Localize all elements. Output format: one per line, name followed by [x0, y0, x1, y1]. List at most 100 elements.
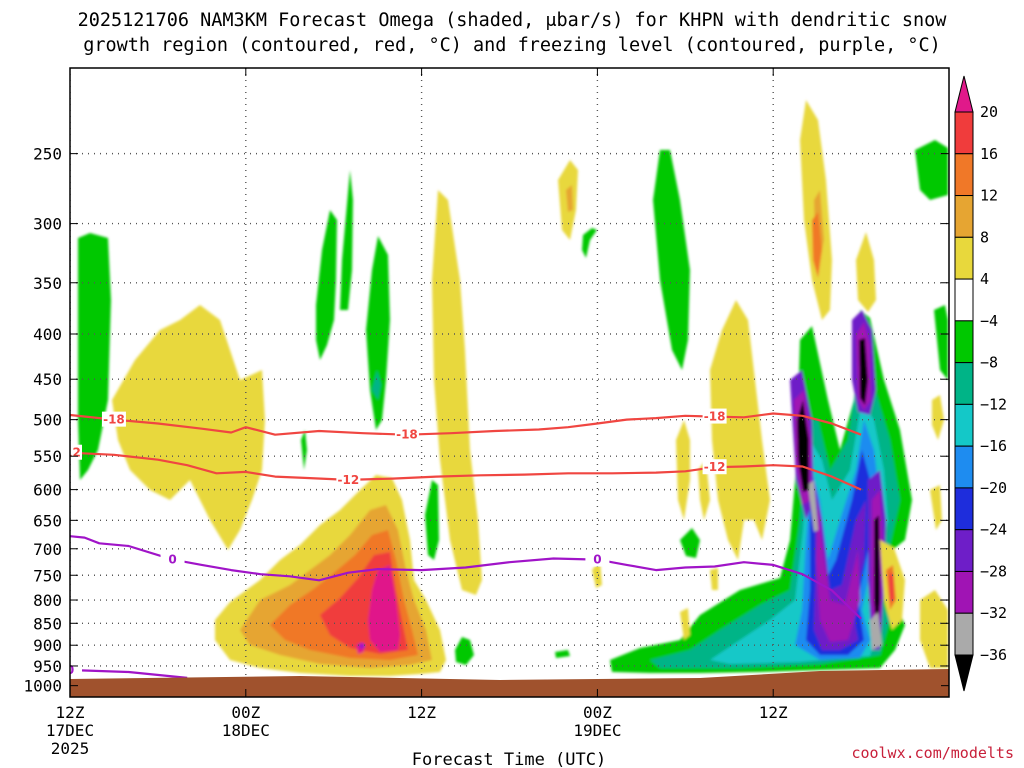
contour-label: -18 [103, 413, 125, 427]
omega-region [698, 460, 710, 520]
omega-region [566, 185, 573, 212]
contour-label: 0 [593, 553, 601, 567]
y-tick-label: 350 [33, 274, 62, 293]
colorbar-swatch [954, 195, 974, 238]
x-tick-label: 17DEC [46, 721, 94, 740]
x-tick-label: 2025 [51, 739, 90, 758]
omega-region [874, 515, 880, 640]
omega-region [920, 590, 948, 668]
contour-label-bg [702, 408, 727, 424]
contours: -18 -18 -18 -12 -12 -12 0 0 0 [59, 408, 862, 679]
y-tick-label: 900 [33, 636, 62, 655]
omega-region [372, 370, 381, 400]
contour-label: -12 [704, 460, 726, 474]
y-tick-label: 850 [33, 614, 62, 633]
colorbar-tick-label: −8 [980, 354, 998, 372]
omega-region [455, 637, 474, 665]
omega-region [930, 485, 942, 530]
contour-label-bg [702, 459, 727, 475]
x-tick-label: 18DEC [222, 721, 270, 740]
contour-label: 0 [66, 663, 74, 677]
omega-region [592, 560, 602, 588]
omega-region [359, 643, 365, 649]
contour-label-bg [585, 551, 610, 567]
omega-region [676, 420, 690, 520]
colorbar-tick-label: 8 [980, 228, 989, 246]
colorbar-swatch [954, 529, 974, 572]
colorbar-tick-label: −16 [980, 437, 1007, 455]
x-tick-label: 12Z [759, 703, 788, 722]
chart-title-line1: 2025121706 NAM3KM Forecast Omega (shaded… [78, 10, 948, 31]
omega-region [710, 568, 718, 590]
contour-label: 0 [168, 553, 176, 567]
colorbar-swatch [954, 320, 974, 364]
omega-region [316, 210, 337, 360]
omega-region [797, 400, 809, 492]
y-tick-label: 250 [33, 145, 62, 164]
colorbar-tick-label: −32 [980, 604, 1007, 622]
colorbar-tick-label: −12 [980, 395, 1007, 413]
y-tick-label: 300 [33, 215, 62, 234]
colorbar-tick-label: −28 [980, 562, 1007, 580]
y-tick-label: 950 [33, 657, 62, 676]
colorbar-swatch [954, 654, 974, 692]
gridlines [70, 68, 949, 697]
omega-region [301, 430, 307, 470]
y-tick-label: 1000 [23, 677, 62, 696]
y-tick-label: 450 [33, 370, 62, 389]
contour-label: -18 [396, 428, 418, 442]
contour-label-bg [336, 471, 361, 487]
colorbar-tick-label: 12 [980, 187, 998, 205]
omega-region [859, 338, 868, 405]
x-tick-label: 19DEC [573, 721, 621, 740]
omega-region [425, 480, 439, 560]
x-tick-label: 12Z [407, 703, 436, 722]
dgz-top-line [70, 412, 862, 436]
colorbar-tick-label: −24 [980, 521, 1007, 539]
y-tick-label: 600 [33, 481, 62, 500]
x-tick-label: 00Z [231, 703, 260, 722]
colorbar-swatch [954, 612, 974, 656]
colorbar-swatch [954, 487, 974, 531]
colorbar-tick-label: 16 [980, 145, 998, 163]
colorbar-swatch [954, 236, 974, 280]
omega-region [366, 236, 390, 430]
y-tick-label: 800 [33, 591, 62, 610]
x-tick-label: 00Z [583, 703, 612, 722]
omega-region [812, 212, 822, 278]
ground-terrain [70, 669, 949, 697]
plot-frame [69, 67, 950, 698]
credit-text: coolwx.com/modelts [851, 744, 1014, 762]
omega-region [856, 232, 876, 312]
colorbar: 20 16 12 8 4 −4 −8 −12 −16 −20 −24 −28 −32 −36 [954, 75, 1007, 692]
y-tick-label: 650 [33, 511, 62, 530]
omega-region [889, 572, 894, 602]
omega-region [680, 608, 690, 640]
colorbar-swatch [954, 362, 974, 405]
omega-shading [78, 100, 948, 676]
omega-region [680, 528, 700, 558]
contour-label-bg [394, 426, 419, 442]
y-tick-label: 400 [33, 325, 62, 344]
y-tick-label: 750 [33, 566, 62, 585]
omega-region [710, 300, 770, 560]
colorbar-swatch [954, 570, 974, 614]
contour-label-bg [101, 411, 126, 427]
y-tick-label: 550 [33, 447, 62, 466]
omega-region [582, 228, 597, 258]
dgz-bottom-line [70, 451, 862, 491]
colorbar-swatch [954, 75, 974, 113]
contour-label: -12 [59, 446, 81, 460]
omega-region [340, 170, 353, 310]
omega-region [653, 150, 690, 370]
colorbar-swatch [954, 278, 974, 322]
colorbar-tick-label: 20 [980, 103, 998, 121]
omega-region [915, 140, 948, 200]
colorbar-swatch [954, 403, 974, 447]
omega-region [555, 650, 570, 658]
x-axis-label: Forecast Time (UTC) [412, 750, 606, 768]
colorbar-tick-label: −20 [980, 479, 1007, 497]
freezing-level-line [70, 535, 862, 620]
contour-label-bg [160, 551, 185, 567]
